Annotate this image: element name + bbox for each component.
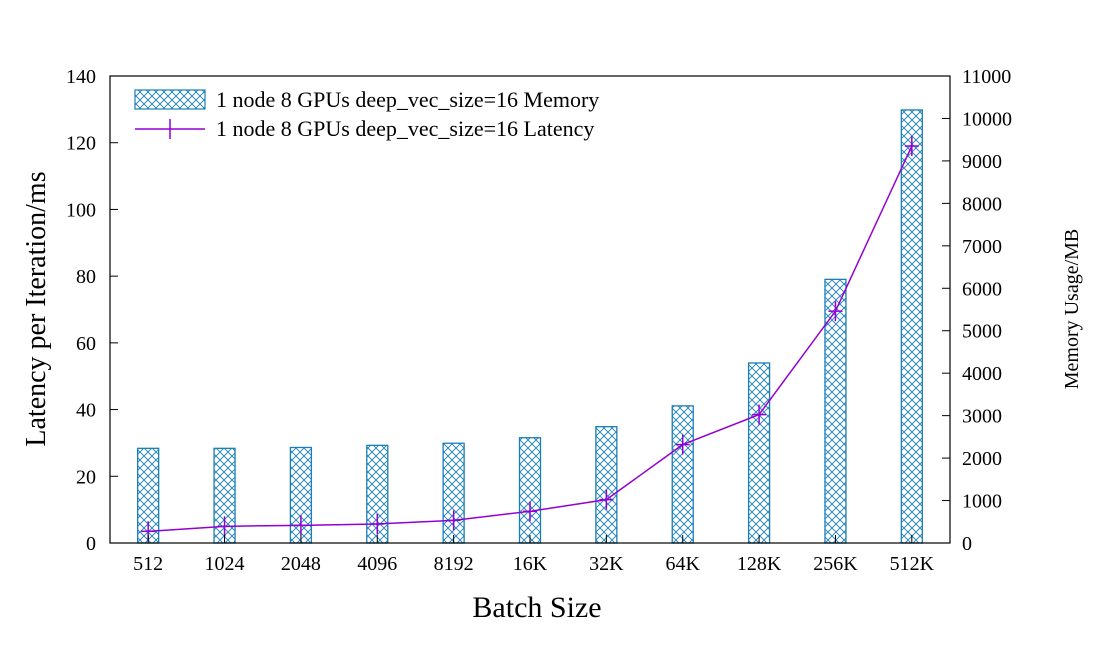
latency-line-layer xyxy=(141,136,919,542)
x-axis-title: Batch Size xyxy=(472,591,601,624)
left-axis-title: Latency per Iteration/ms xyxy=(21,171,52,446)
latency-point xyxy=(599,489,614,510)
right-tick-label: 4000 xyxy=(962,363,1002,385)
x-tick-label: 128K xyxy=(737,553,782,575)
x-tick-label: 32K xyxy=(589,553,624,575)
x-tick-label: 16K xyxy=(513,553,548,575)
x-tick-label: 256K xyxy=(813,553,858,575)
right-tick-label: 8000 xyxy=(962,193,1002,215)
bars-layer xyxy=(137,109,923,544)
legend-latency-label: 1 node 8 GPUs deep_vec_size=16 Latency xyxy=(216,116,594,141)
legend: 1 node 8 GPUs deep_vec_size=16 Memory 1 … xyxy=(134,87,599,141)
latency-point xyxy=(904,136,919,157)
right-tick-label: 9000 xyxy=(962,151,1002,173)
right-tick-label: 0 xyxy=(962,533,972,555)
left-tick-label: 80 xyxy=(76,266,96,288)
right-tick-label: 6000 xyxy=(962,278,1002,300)
left-tick-label: 40 xyxy=(76,400,96,422)
x-tick-label: 1024 xyxy=(205,553,245,575)
latency-point xyxy=(523,501,537,522)
left-tick-label: 100 xyxy=(66,199,96,221)
memory-bar xyxy=(900,109,923,544)
left-axis-ticks: 0 20 40 60 80 100 120 140 xyxy=(66,66,118,555)
latency-point xyxy=(675,434,690,455)
left-tick-label: 0 xyxy=(86,533,96,555)
latency-point xyxy=(217,516,232,537)
left-tick-label: 140 xyxy=(66,66,96,88)
right-tick-label: 5000 xyxy=(962,321,1002,343)
memory-bar xyxy=(671,405,694,544)
x-tick-label: 4096 xyxy=(357,553,397,575)
x-tick-label: 8192 xyxy=(434,553,474,575)
latency-point xyxy=(446,510,461,531)
legend-memory-swatch xyxy=(134,89,206,110)
right-axis-title: Memory Usage/MB xyxy=(1061,229,1083,390)
x-tick-label: 512 xyxy=(133,553,163,575)
x-tick-label: 2048 xyxy=(281,553,321,575)
x-tick-label: 64K xyxy=(666,553,701,575)
x-axis-ticks: 512 1024 2048 4096 8192 16K 32K 64K 128K 256K 512K xyxy=(133,535,935,575)
right-tick-label: 3000 xyxy=(962,406,1002,428)
right-tick-label: 2000 xyxy=(962,448,1002,470)
left-tick-label: 60 xyxy=(76,333,96,355)
right-tick-label: 7000 xyxy=(962,236,1002,258)
right-tick-label: 1000 xyxy=(962,491,1002,513)
latency-point xyxy=(370,513,385,534)
left-tick-label: 120 xyxy=(66,133,96,155)
latency-point xyxy=(752,404,767,425)
latency-point xyxy=(828,301,843,322)
right-axis-ticks: 0 1000 2000 3000 4000 5000 6000 7000 8000 9000 100… xyxy=(942,66,1012,555)
right-tick-label: 10000 xyxy=(962,108,1012,130)
x-tick-label: 512K xyxy=(890,553,935,575)
left-tick-label: 20 xyxy=(76,466,96,488)
memory-bar xyxy=(518,437,542,544)
legend-memory-label: 1 node 8 GPUs deep_vec_size=16 Memory xyxy=(216,87,599,112)
memory-bar xyxy=(595,426,618,544)
latency-point xyxy=(293,515,308,536)
right-tick-label: 11000 xyxy=(962,66,1011,88)
memory-bar xyxy=(747,362,771,544)
